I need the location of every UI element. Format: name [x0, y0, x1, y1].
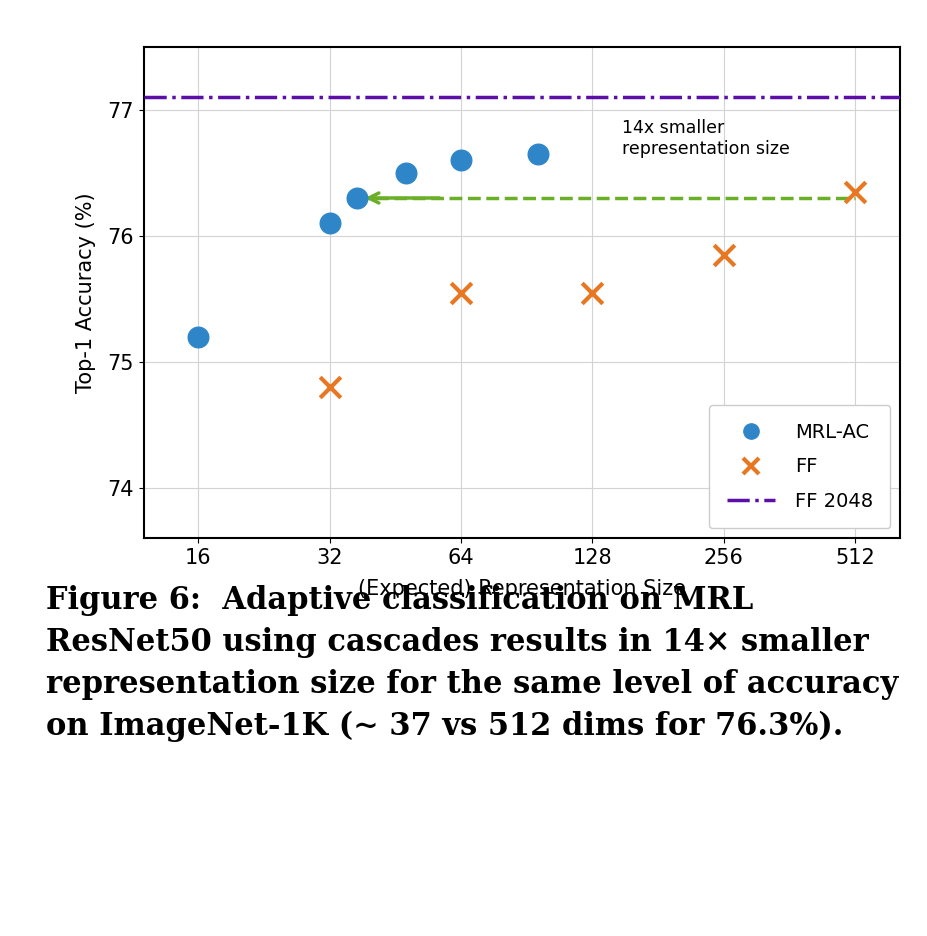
FF	[584, 285, 599, 300]
MRL-AC	[349, 191, 364, 206]
MRL-AC	[530, 146, 545, 161]
Text: 14x smaller
representation size: 14x smaller representation size	[622, 119, 790, 157]
FF	[846, 184, 861, 199]
FF	[453, 285, 468, 300]
MRL-AC	[453, 153, 468, 168]
FF	[322, 379, 337, 394]
FF	[716, 247, 730, 262]
MRL-AC	[191, 329, 206, 344]
X-axis label: (Expected) Representation Size: (Expected) Representation Size	[358, 579, 685, 599]
MRL-AC	[399, 166, 413, 181]
MRL-AC	[322, 215, 337, 230]
Y-axis label: Top-1 Accuracy (%): Top-1 Accuracy (%)	[76, 192, 96, 393]
Text: Figure 6:  Adaptive classification on MRL
ResNet50 using cascades results in 14×: Figure 6: Adaptive classification on MRL…	[46, 585, 897, 741]
Legend: MRL-AC, FF, FF 2048: MRL-AC, FF, FF 2048	[708, 405, 890, 529]
